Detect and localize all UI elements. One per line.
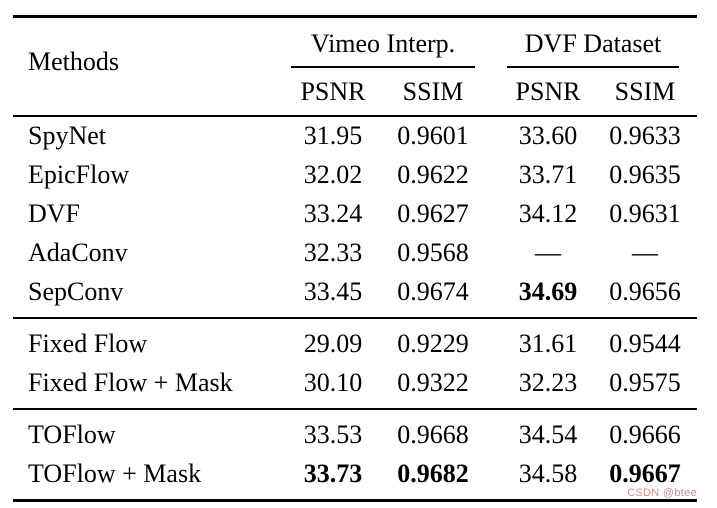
cell-vimeo-ssim: 0.9229 xyxy=(383,317,484,364)
cell-gap xyxy=(483,116,503,156)
cell-vimeo-psnr: 29.09 xyxy=(283,317,383,364)
cell-method: Fixed Flow xyxy=(13,317,283,364)
table-body: SpyNet 31.95 0.9601 33.60 0.9633 EpicFlo… xyxy=(13,116,698,501)
cell-vimeo-psnr: 32.02 xyxy=(303,160,363,189)
column-header-methods: Methods xyxy=(13,16,283,117)
cell-vimeo-ssim: 0.9322 xyxy=(397,368,469,397)
cell-dvf-ssim: 0.9656 xyxy=(609,277,681,306)
cell-dvf-psnr: 33.71 xyxy=(518,160,578,189)
cell-dvf-psnr: 32.23 xyxy=(518,368,578,397)
cell-dvf-ssim: 0.9667 xyxy=(609,459,681,488)
cell-gap xyxy=(483,273,503,318)
cell-gap xyxy=(483,195,503,234)
cell-vimeo-ssim: 0.9682 xyxy=(397,459,469,488)
cell-method: SepConv xyxy=(28,277,124,306)
cell-gap xyxy=(483,317,504,364)
cell-dvf-ssim: 0.9575 xyxy=(609,368,681,397)
cell-dvf-psnr: 33.60 xyxy=(518,121,578,150)
cell-dvf-ssim: 0.9633 xyxy=(609,121,681,150)
cell-dvf-psnr: 34.69 xyxy=(518,277,578,306)
cell-method: AdaConv xyxy=(28,238,128,267)
results-table: Methods Vimeo Interp. DVF Dataset PSNR S… xyxy=(13,15,698,502)
cell-vimeo-psnr: 33.24 xyxy=(303,199,363,228)
group-header-dvf-label: DVF Dataset xyxy=(507,29,680,68)
cell-method: EpicFlow xyxy=(28,160,130,189)
table-row: Fixed Flow + Mask 30.10 0.9322 32.23 0.9… xyxy=(13,364,697,409)
cell-vimeo-psnr: 32.33 xyxy=(303,238,363,267)
column-header-dvf-psnr: PSNR xyxy=(503,68,594,117)
cell-vimeo-psnr: 30.10 xyxy=(303,368,363,397)
table-header: Methods Vimeo Interp. DVF Dataset PSNR S… xyxy=(13,16,698,117)
cell-method: SpyNet xyxy=(28,121,106,150)
cell-dvf-ssim: 0.9631 xyxy=(609,199,681,228)
table-row: EpicFlow 32.02 0.9622 33.71 0.9635 xyxy=(13,156,697,195)
column-gap xyxy=(483,16,504,117)
table-row: AdaConv 32.33 0.9568 — — xyxy=(13,234,697,273)
cell-gap xyxy=(483,364,503,409)
cell-method: Fixed Flow + Mask xyxy=(28,368,233,397)
cell-dvf-ssim: 0.9666 xyxy=(593,408,698,455)
group-header-row: Methods Vimeo Interp. DVF Dataset xyxy=(13,16,697,117)
cell-dvf-ssim: 0.9635 xyxy=(609,160,681,189)
cell-method: DVF xyxy=(28,199,81,228)
column-header-vimeo-psnr: PSNR xyxy=(283,68,383,117)
table-row: DVF 33.24 0.9627 34.12 0.9631 xyxy=(13,195,697,234)
cell-vimeo-ssim: 0.9674 xyxy=(397,277,469,306)
cell-dvf-psnr: — xyxy=(535,238,562,267)
column-header-dvf-ssim: SSIM xyxy=(593,68,698,117)
cell-vimeo-ssim: 0.9601 xyxy=(397,121,469,150)
cell-method: TOFlow xyxy=(13,408,283,455)
cell-vimeo-ssim: 0.9568 xyxy=(397,238,469,267)
cell-dvf-psnr: 34.12 xyxy=(518,199,578,228)
cell-gap xyxy=(483,455,503,501)
cell-method: TOFlow + Mask xyxy=(28,459,202,488)
group-header-vimeo-interp: Vimeo Interp. xyxy=(283,17,483,68)
cell-dvf-ssim: 0.9544 xyxy=(593,317,698,364)
cell-vimeo-psnr: 33.53 xyxy=(283,408,383,455)
table-row: SpyNet 31.95 0.9601 33.60 0.9633 xyxy=(13,116,697,156)
cell-vimeo-psnr: 33.45 xyxy=(303,277,363,306)
sub-header-row: PSNR SSIM PSNR SSIM xyxy=(13,68,698,117)
cell-vimeo-ssim: 0.9627 xyxy=(397,199,469,228)
cell-gap xyxy=(483,234,503,273)
table-row: TOFlow + Mask 33.73 0.9682 34.58 0.9667 xyxy=(13,455,697,501)
cell-vimeo-psnr: 31.95 xyxy=(303,121,363,150)
group-header-dvf-dataset: DVF Dataset xyxy=(503,17,697,68)
cell-vimeo-ssim: 0.9622 xyxy=(397,160,469,189)
cell-gap xyxy=(483,156,503,195)
table-row: Fixed Flow 29.09 0.9229 31.61 0.9544 xyxy=(13,317,698,364)
cell-vimeo-ssim: 0.9668 xyxy=(383,408,484,455)
cell-dvf-psnr: 31.61 xyxy=(503,317,594,364)
column-header-vimeo-ssim: SSIM xyxy=(383,68,484,117)
csdn-watermark: CSDN @btee xyxy=(627,487,697,499)
cell-gap xyxy=(483,408,504,455)
cell-dvf-psnr: 34.58 xyxy=(518,459,578,488)
cell-dvf-ssim: — xyxy=(632,238,659,267)
table-row: SepConv 33.45 0.9674 34.69 0.9656 xyxy=(13,273,697,318)
cell-vimeo-psnr: 33.73 xyxy=(303,459,363,488)
table-row: TOFlow 33.53 0.9668 34.54 0.9666 xyxy=(13,408,698,455)
cell-dvf-psnr: 34.54 xyxy=(503,408,594,455)
group-header-vimeo-label: Vimeo Interp. xyxy=(291,29,476,68)
